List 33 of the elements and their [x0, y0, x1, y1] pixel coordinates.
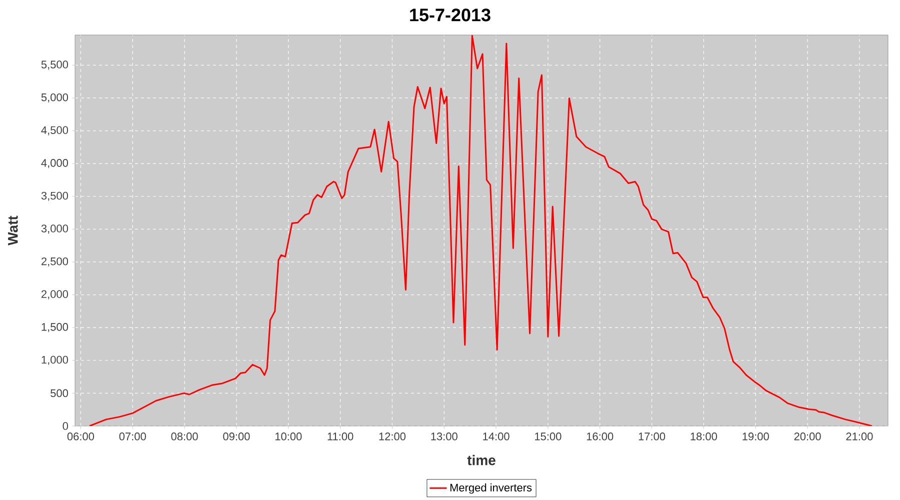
- y-tick-label: 5,000: [41, 93, 68, 103]
- x-tick-label: 07:00: [119, 432, 146, 440]
- y-tick-label: 4,500: [41, 126, 68, 136]
- x-tick-label: 21:00: [846, 432, 873, 440]
- x-tick-label: 12:00: [379, 432, 406, 440]
- y-tick-label: 0: [62, 422, 68, 430]
- x-tick-label: 10:00: [275, 432, 302, 440]
- y-tick-label: 3,000: [41, 224, 68, 234]
- y-tick-label: 2,500: [42, 257, 68, 267]
- x-tick-label: 13:00: [431, 432, 458, 440]
- y-tick-label: 5,500: [41, 60, 68, 70]
- line-series: [88, 34, 873, 426]
- x-tick-label: 09:00: [223, 432, 250, 440]
- x-tick-label: 19:00: [742, 432, 769, 440]
- y-tick-label: 4,000: [41, 159, 68, 168]
- x-tick-label: 20:00: [794, 432, 821, 440]
- x-tick-label: 16:00: [586, 432, 614, 440]
- x-tick-label: 17:00: [638, 432, 666, 440]
- x-axis-title: time: [467, 454, 496, 466]
- chart-title: 15-7-2013: [410, 8, 490, 22]
- y-tick-label: 500: [50, 389, 68, 398]
- y-tick-label: 1,500: [42, 323, 68, 332]
- y-axis-title: Watt: [8, 216, 18, 246]
- y-tick-label: 1,000: [42, 356, 68, 365]
- x-tick-label: 15:00: [535, 432, 562, 440]
- y-tick-label: 2,000: [42, 290, 68, 300]
- x-tick-label: 14:00: [483, 432, 510, 440]
- x-tick-label: 08:00: [171, 432, 198, 440]
- x-tick-label: 06:00: [67, 432, 94, 440]
- x-tick-label: 18:00: [690, 432, 718, 440]
- y-tick-label: 3,500: [41, 192, 68, 201]
- x-tick-label: 11:00: [328, 432, 354, 440]
- legend-label: Merged inverters: [450, 483, 532, 494]
